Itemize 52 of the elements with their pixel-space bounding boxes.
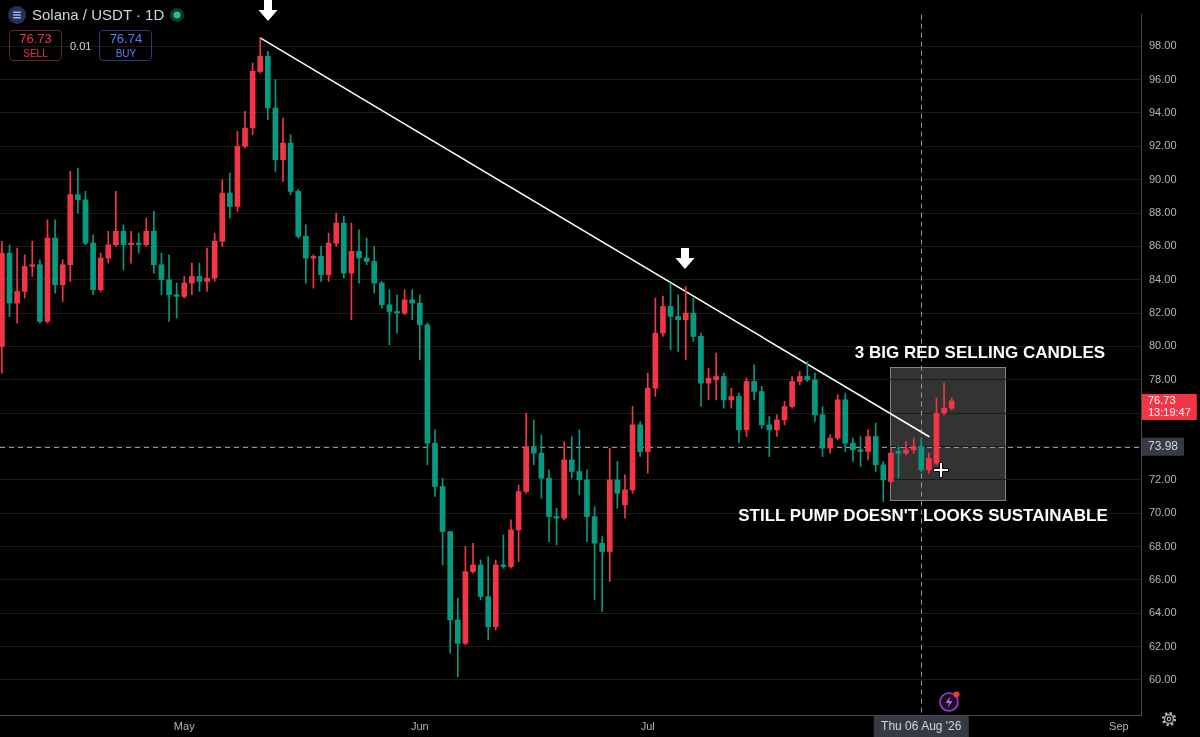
candlestick — [128, 231, 134, 264]
candlestick — [910, 437, 917, 454]
candlestick — [713, 352, 719, 401]
x-tick-label: Sep — [1109, 719, 1129, 732]
candlestick — [941, 382, 947, 416]
candlestick — [766, 416, 773, 457]
candlestick — [14, 247, 20, 324]
candlestick — [75, 167, 81, 214]
candlestick — [409, 289, 416, 321]
y-tick-label: 94.00 — [1149, 106, 1177, 119]
candlestick — [166, 254, 172, 322]
candlestick — [804, 361, 811, 382]
y-tick-label: 64.00 — [1149, 606, 1177, 619]
y-tick-label: 98.00 — [1149, 39, 1177, 52]
text: 76.73 13:19:47 — [1148, 394, 1191, 419]
ref-line-label: 73.98 — [1148, 439, 1179, 454]
candlestick — [356, 229, 362, 284]
x-tick-label: Jul — [640, 719, 655, 732]
price-button: 76.73 SELL — [9, 30, 62, 61]
y-tick-label: 78.00 — [1149, 372, 1177, 385]
y-tick-label: 60.00 — [1149, 673, 1177, 686]
y-tick-label: 70.00 — [1149, 506, 1177, 519]
y-tick-label: 62.00 — [1149, 639, 1177, 652]
y-tick-label: 66.00 — [1149, 572, 1177, 585]
candlestick — [394, 294, 400, 334]
x-tick-label: Jun — [410, 719, 429, 732]
annotation: STILL PUMP DOESN'T LOOKS SUSTAINABLE — [738, 506, 1108, 526]
annotation: 0.01 — [70, 39, 92, 52]
candlestick — [675, 294, 681, 352]
price-button: 76.74 BUY — [99, 30, 153, 61]
x-tick-label: May — [173, 719, 196, 732]
y-tick-label: 92.00 — [1149, 139, 1177, 152]
ref-line-label: Thu 06 Aug '26 — [881, 719, 962, 734]
candlestick — [113, 191, 119, 247]
candlestick — [530, 419, 537, 466]
candlestick — [204, 247, 210, 292]
annotation: 3 BIG RED SELLING CANDLES — [854, 343, 1106, 363]
candlestick — [470, 542, 476, 574]
candlestick — [599, 536, 605, 612]
y-tick-label: 90.00 — [1149, 172, 1177, 185]
chart-title: Solana / USDT · 1D — [32, 5, 165, 25]
y-tick-label: 96.00 — [1149, 72, 1177, 85]
y-tick-label: 84.00 — [1149, 272, 1177, 285]
candlestick — [189, 262, 195, 296]
y-tick-label: 86.00 — [1149, 239, 1177, 252]
candlestick — [728, 387, 735, 409]
candlestick — [682, 286, 689, 361]
y-tick-label: 80.00 — [1149, 339, 1177, 352]
y-tick-label: 72.00 — [1149, 472, 1177, 485]
y-tick-label: 82.00 — [1149, 306, 1177, 319]
y-tick-label: 88.00 — [1149, 206, 1177, 219]
y-tick-label: 68.00 — [1149, 539, 1177, 552]
